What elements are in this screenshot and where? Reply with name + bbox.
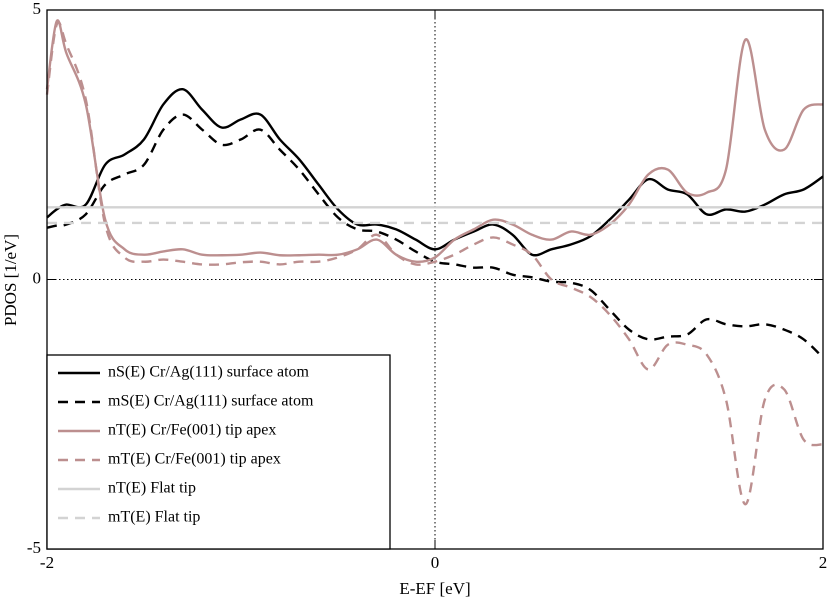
y-tick-label: -5 xyxy=(27,538,41,557)
legend-label: mT(E) Cr/Fe(001) tip apex xyxy=(108,451,281,468)
y-tick-label: 0 xyxy=(33,268,42,287)
y-tick-label: 5 xyxy=(33,0,42,18)
series-line xyxy=(45,19,824,264)
legend: nS(E) Cr/Ag(111) surface atom mS(E) Cr/Ag… xyxy=(46,354,391,550)
y-axis-label: PDOS [1/eV] xyxy=(1,234,20,326)
series-line xyxy=(45,21,824,506)
series-group xyxy=(45,19,824,506)
x-tick-label: -2 xyxy=(40,553,54,572)
series-line xyxy=(46,113,824,359)
legend-label: nS(E) Cr/Ag(111) surface atom xyxy=(108,364,310,381)
x-axis-label: E-EF [eV] xyxy=(399,579,470,598)
legend-label: nT(E) Cr/Fe(001) tip apex xyxy=(108,422,276,439)
legend-box xyxy=(46,354,391,550)
x-tick-label: 0 xyxy=(431,553,440,572)
legend-label: mS(E) Cr/Ag(111) surface atom xyxy=(108,393,314,410)
legend-label: mT(E) Flat tip xyxy=(108,509,200,526)
series-line xyxy=(46,88,824,257)
legend-label: nT(E) Flat tip xyxy=(108,480,196,497)
x-tick-label: 2 xyxy=(819,553,828,572)
